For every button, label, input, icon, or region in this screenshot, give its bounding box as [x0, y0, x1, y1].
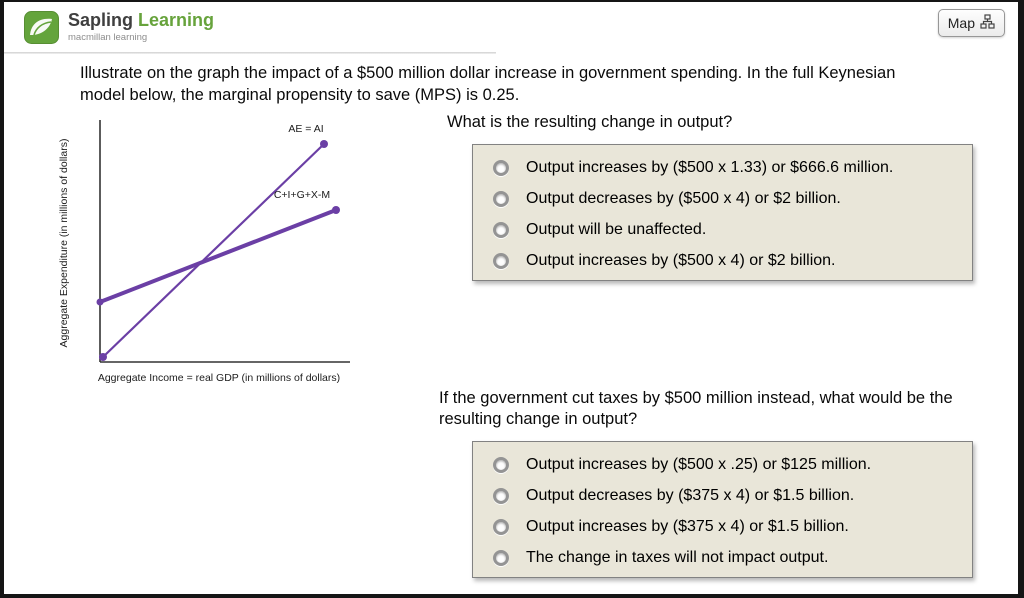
option-label: Output will be unaffected.: [526, 220, 707, 238]
q2-option-3[interactable]: Output increases by ($375 x 4) or $1.5 b…: [473, 511, 972, 542]
ae-ai-line[interactable]: [102, 143, 325, 358]
map-button-label: Map: [947, 15, 975, 31]
option-label: Output increases by ($500 x 4) or $2 bil…: [526, 251, 836, 269]
option-label: Output increases by ($375 x 4) or $1.5 b…: [526, 517, 849, 535]
q1-option-4[interactable]: Output increases by ($500 x 4) or $2 bil…: [473, 245, 972, 276]
radio-button[interactable]: [493, 221, 509, 238]
q2-option-2[interactable]: Output decreases by ($375 x 4) or $1.5 b…: [473, 480, 972, 511]
radio-button[interactable]: [493, 518, 509, 535]
question1-text: What is the resulting change in output?: [447, 113, 733, 131]
question2-answer-box: Output increases by ($500 x .25) or $125…: [472, 441, 973, 578]
header-divider: [4, 52, 496, 54]
brand-title: Sapling Learning: [68, 10, 215, 31]
ae-curve-end-point[interactable]: [332, 206, 340, 214]
radio-button[interactable]: [493, 159, 509, 176]
option-label: Output decreases by ($375 x 4) or $1.5 b…: [526, 486, 855, 504]
option-label: Output increases by ($500 x 1.33) or $66…: [526, 158, 894, 176]
radio-button[interactable]: [493, 487, 509, 504]
ae-ai-line-label: AE = AI: [288, 123, 323, 135]
keynesian-graph[interactable]: Aggregate Expenditure (in millions of do…: [54, 114, 364, 420]
ae-ai-origin-point[interactable]: [99, 353, 107, 361]
q1-option-3[interactable]: Output will be unaffected.: [473, 214, 972, 245]
q2-option-1[interactable]: Output increases by ($500 x .25) or $125…: [473, 449, 972, 480]
option-label: Output decreases by ($500 x 4) or $2 bil…: [526, 189, 841, 207]
sitemap-icon: [980, 14, 995, 32]
brand-logo: Sapling Learning macmillan learning: [24, 10, 215, 44]
brand-text: Sapling Learning macmillan learning: [68, 10, 215, 43]
expenditure-line-label: C+I+G+X-M: [274, 189, 330, 201]
header-bar: Sapling Learning macmillan learning: [4, 2, 1018, 54]
q1-option-2[interactable]: Output decreases by ($500 x 4) or $2 bil…: [473, 183, 972, 214]
ae-curve-start-point[interactable]: [96, 298, 104, 306]
question-prompt: Illustrate on the graph the impact of a …: [80, 64, 896, 104]
brand-subtitle: macmillan learning: [68, 31, 148, 43]
sapling-logo-icon: [24, 11, 59, 44]
radio-button[interactable]: [493, 190, 509, 207]
radio-button[interactable]: [493, 252, 509, 269]
question2-text: If the government cut taxes by $500 mill…: [439, 389, 953, 429]
q1-option-1[interactable]: Output increases by ($500 x 1.33) or $66…: [473, 152, 972, 183]
graph-x-axis-label: Aggregate Income = real GDP (in millions…: [97, 372, 341, 384]
radio-button[interactable]: [493, 549, 509, 566]
brand-primary: Sapling: [68, 10, 134, 30]
aggregate-expenditure-line[interactable]: [99, 208, 337, 304]
map-button[interactable]: Map: [937, 9, 1005, 37]
graph-canvas[interactable]: AE = AI C+I+G+X-M: [78, 114, 360, 370]
q2-option-4[interactable]: The change in taxes will not impact outp…: [473, 542, 972, 573]
brand-secondary: Learning: [138, 10, 215, 30]
ae-ai-end-point[interactable]: [320, 140, 328, 148]
option-label: The change in taxes will not impact outp…: [526, 548, 829, 566]
question1-answer-box: Output increases by ($500 x 1.33) or $66…: [472, 144, 973, 281]
graph-y-axis-label: Aggregate Expenditure (in millions of do…: [58, 138, 70, 348]
option-label: Output increases by ($500 x .25) or $125…: [526, 455, 872, 473]
radio-button[interactable]: [493, 456, 509, 473]
